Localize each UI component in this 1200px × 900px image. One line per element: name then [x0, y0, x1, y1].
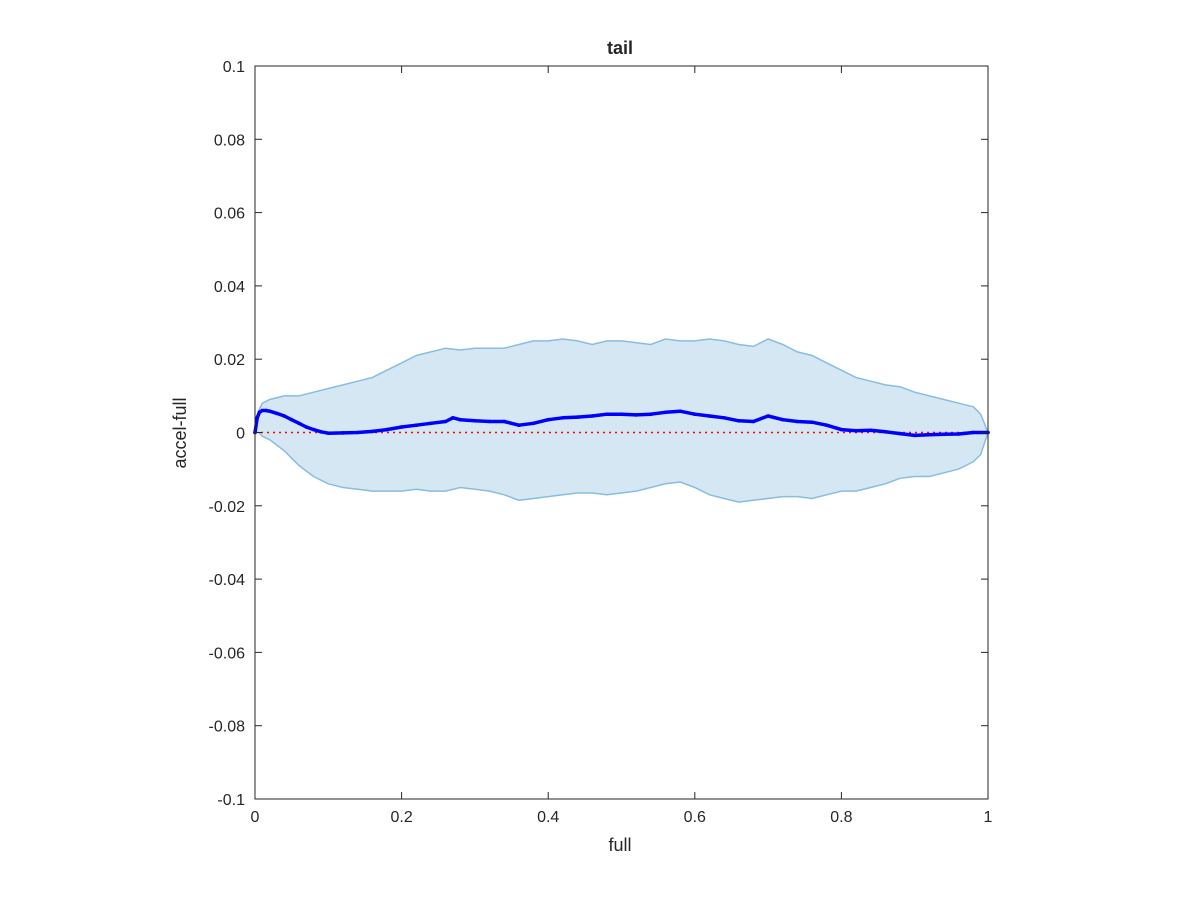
series-point	[257, 410, 262, 415]
plot-area	[253, 338, 990, 503]
series-point	[766, 414, 770, 418]
series-point	[956, 432, 961, 436]
confidence-band	[255, 339, 988, 503]
y-tick-label: -0.06	[209, 645, 246, 662]
x-tick-label: 0	[251, 809, 260, 826]
series-point	[370, 429, 375, 434]
series-point	[649, 412, 653, 417]
y-axis-label: accel-full	[170, 397, 190, 468]
series-point	[927, 432, 932, 437]
series-point	[590, 414, 594, 418]
series-point	[722, 416, 726, 420]
series-point	[810, 420, 814, 425]
series-point	[443, 419, 448, 424]
series-point	[414, 423, 419, 428]
series-point	[326, 431, 331, 436]
series-point	[737, 419, 741, 423]
y-tick-label: -0.08	[209, 719, 246, 736]
x-axis-label: full	[608, 835, 631, 855]
y-tick-label: 0	[236, 426, 245, 443]
series-point	[355, 430, 360, 435]
y-tick-label: 0.08	[214, 132, 245, 149]
series-point	[267, 409, 272, 414]
y-tick-label: 0.04	[214, 279, 245, 296]
series-point	[275, 411, 279, 416]
series-point	[693, 412, 697, 417]
series-point	[663, 410, 668, 415]
chart-title: tail	[607, 38, 633, 58]
series-point	[385, 427, 389, 432]
series-point	[260, 408, 265, 413]
series-point	[912, 433, 917, 438]
y-tick-label: 0.02	[214, 352, 245, 369]
series-point	[319, 430, 323, 434]
x-tick-label: 0.6	[684, 809, 706, 826]
series-point	[898, 431, 902, 436]
y-tick-label: 0.06	[214, 206, 245, 223]
x-tick-label: 0.4	[537, 809, 559, 826]
series-point	[605, 412, 609, 417]
band-lower-edge	[255, 431, 989, 503]
series-point	[824, 423, 829, 428]
series-point	[971, 430, 976, 435]
series-point	[311, 427, 316, 432]
series-point	[289, 417, 294, 422]
series-point	[297, 421, 301, 426]
series-point	[546, 417, 550, 422]
series-point	[304, 425, 309, 429]
series-point	[868, 428, 873, 433]
series-point	[854, 428, 858, 433]
series-point	[487, 419, 492, 424]
series-point	[282, 414, 287, 418]
y-tick-label: 0.1	[223, 59, 245, 76]
y-tick-label: -0.1	[217, 792, 245, 809]
series-point	[517, 423, 521, 428]
series-point	[839, 427, 844, 432]
series-point	[399, 425, 404, 429]
series-point	[341, 431, 345, 435]
x-tick-label: 1	[984, 809, 993, 826]
series-point	[255, 416, 259, 420]
y-tick-label: -0.04	[209, 572, 246, 589]
series-point	[634, 413, 638, 417]
series-point	[707, 414, 712, 418]
series-point	[751, 419, 756, 424]
series-point	[458, 417, 463, 422]
series-point	[502, 419, 507, 424]
series-point	[678, 409, 682, 414]
series-point	[795, 419, 800, 424]
x-tick-label: 0.2	[390, 809, 412, 826]
series-point	[942, 432, 946, 437]
series-point	[781, 417, 785, 422]
series-point	[883, 430, 888, 434]
series-point	[531, 421, 536, 426]
series-point	[619, 412, 624, 417]
series-point	[575, 415, 580, 419]
x-tick-label: 0.8	[830, 809, 852, 826]
series-point	[561, 416, 565, 420]
series-point	[264, 408, 268, 413]
band-upper-edge	[254, 338, 989, 433]
series-point	[473, 419, 477, 423]
axes: 0 0.2 0.4 0.6 0.8 1 -0.1 -0.08 -0.06 -0.04 -0.02 0 0…	[209, 59, 993, 826]
y-tick-label: -0.02	[209, 499, 246, 516]
series-point	[429, 421, 433, 426]
series-point	[451, 416, 455, 420]
